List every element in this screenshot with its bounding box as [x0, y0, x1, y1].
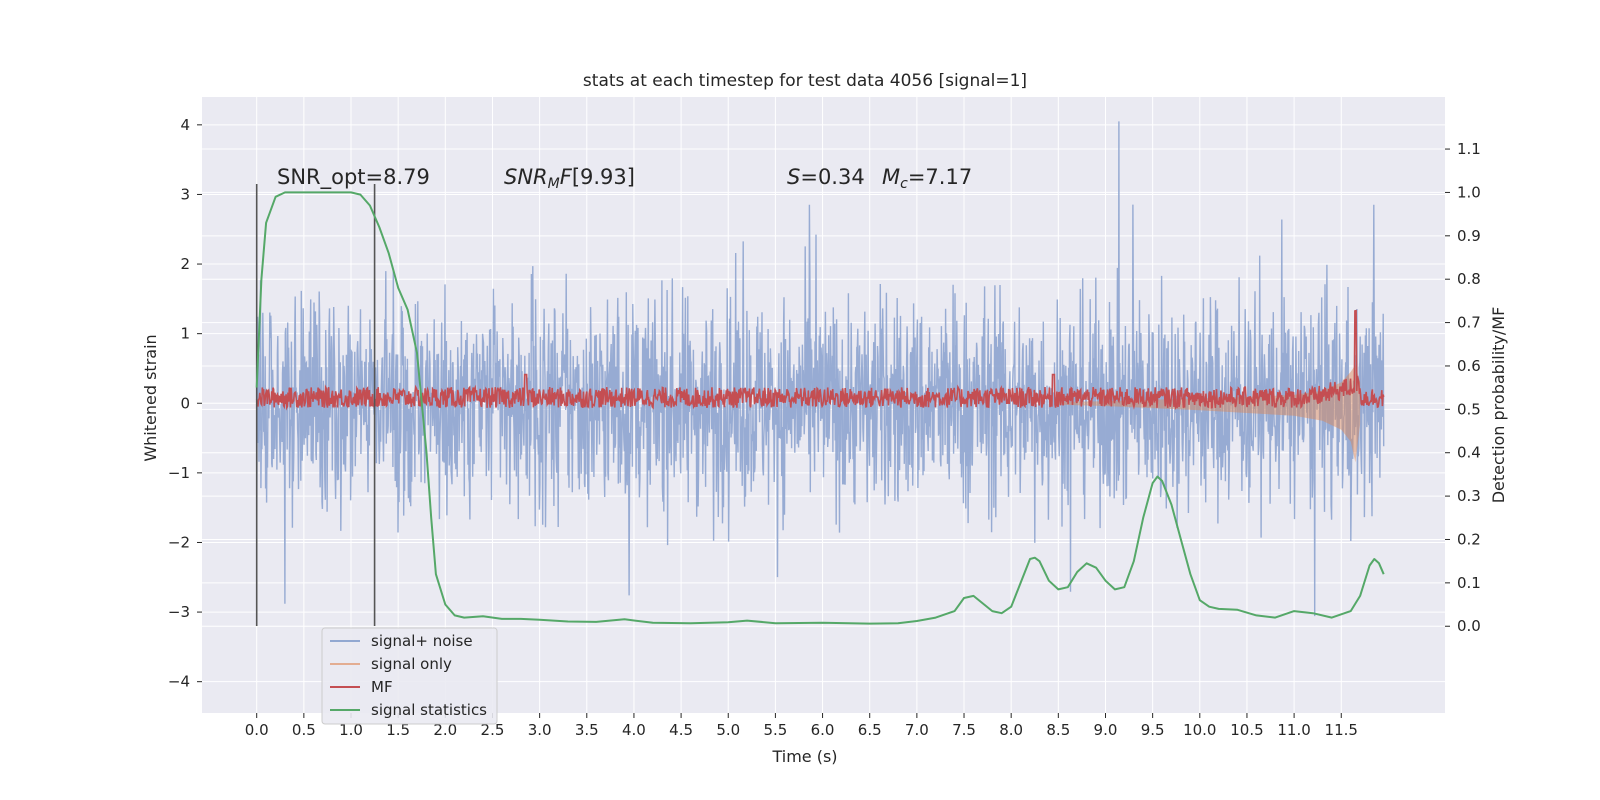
x-tick-label: 3.5	[575, 721, 599, 739]
y-left-tick-label: −2	[168, 533, 190, 551]
series-signal-noise	[256, 121, 1385, 617]
x-tick-label: 8.5	[1046, 721, 1070, 739]
legend-label-signal: signal only	[371, 655, 452, 673]
x-tick-label: 10.0	[1183, 721, 1216, 739]
x-tick-label: 4.0	[622, 721, 646, 739]
x-tick-label: 8.0	[999, 721, 1023, 739]
y-left-tick-label: 3	[180, 185, 190, 203]
y-right-tick-label: 1.1	[1457, 140, 1481, 158]
y-right-tick-label: 0.2	[1457, 530, 1481, 548]
y-left-tick-label: −1	[168, 464, 190, 482]
x-tick-label: 11.5	[1325, 721, 1358, 739]
series-mf	[255, 309, 1385, 411]
annotation-spin: S=0.34	[787, 165, 865, 189]
x-tick-label: 9.5	[1141, 721, 1165, 739]
y-right-tick-label: 0.8	[1457, 270, 1481, 288]
x-tick-label: 0.0	[245, 721, 269, 739]
annotation-spin-value: =0.34	[800, 165, 864, 189]
x-tick-label: 2.0	[433, 721, 457, 739]
y-right-tick-label: 0.1	[1457, 574, 1481, 592]
y-left-tick-label: 0	[180, 394, 190, 412]
x-tick-label: 7.5	[952, 721, 976, 739]
x-tick-label: 1.0	[339, 721, 363, 739]
y-left-tick-label: 2	[180, 255, 190, 273]
legend: signal+ noise signal only MF signal stat…	[321, 627, 498, 725]
y-axis-left-ticks: 4 3 2 1 0 −1 −2 −3 −4	[168, 116, 202, 691]
noise-trace	[256, 121, 1385, 617]
y-left-tick-label: 4	[180, 116, 190, 134]
annotation-chirp-mass: Mc=7.17	[882, 165, 972, 192]
x-axis-ticks: 0.0 0.5 1.0 1.5 2.0 2.5 3.0 3.5 4.0 4.5 5.0 5.5 6.0 6…	[245, 713, 1358, 739]
y-right-tick-label: 0.4	[1457, 444, 1481, 462]
x-tick-label: 6.0	[811, 721, 835, 739]
x-tick-label: 5.0	[716, 721, 740, 739]
x-tick-label: 10.5	[1230, 721, 1263, 739]
x-tick-label: 4.5	[669, 721, 693, 739]
y-right-tick-label: 0.9	[1457, 227, 1481, 245]
y-right-tick-label: 0.6	[1457, 357, 1481, 375]
mf-trace	[255, 309, 1385, 411]
y-axis-left-label: Whitened strain	[141, 334, 160, 461]
x-tick-label: 2.5	[481, 721, 505, 739]
annotation-snr-opt: SNR_opt=8.79	[277, 165, 430, 190]
vertical-markers	[255, 184, 376, 626]
x-tick-label: 3.0	[528, 721, 552, 739]
series-signal-statistics	[255, 191, 1385, 625]
y-right-tick-label: 0.0	[1457, 617, 1481, 635]
y-left-tick-label: 1	[180, 325, 190, 343]
x-tick-label: 11.0	[1277, 721, 1310, 739]
series-signal-only	[1058, 365, 1361, 463]
annotation-snr-mf: SNRMF[9.93]	[504, 165, 635, 192]
x-tick-label: 0.5	[292, 721, 316, 739]
x-axis-label: Time (s)	[771, 747, 837, 766]
legend-label-noise: signal+ noise	[371, 632, 473, 650]
x-tick-label: 5.5	[763, 721, 787, 739]
y-left-tick-label: −4	[168, 673, 190, 691]
signal-statistics-trace	[255, 191, 1385, 625]
y-left-tick-label: −3	[168, 603, 190, 621]
signal-only-band	[1058, 365, 1361, 463]
y-axis-right-ticks: 1.1 1.0 0.9 0.8 0.7 0.6 0.5 0.4 0.3 0.2 0.1 0.0	[1445, 140, 1481, 635]
y-right-tick-label: 1.0	[1457, 183, 1481, 201]
x-tick-label: 7.0	[905, 721, 929, 739]
y-axis-right-label: Detection probability/MF	[1489, 307, 1508, 504]
y-right-tick-label: 0.7	[1457, 314, 1481, 332]
chart-title: stats at each timestep for test data 405…	[583, 71, 1027, 91]
x-tick-label: 9.0	[1094, 721, 1118, 739]
legend-label-mf: MF	[371, 678, 393, 696]
x-tick-label: 1.5	[386, 721, 410, 739]
legend-box	[321, 627, 498, 725]
y-right-tick-label: 0.5	[1457, 400, 1481, 418]
annotation-chirp-mass-value: =7.17	[908, 165, 972, 189]
legend-label-stat: signal statistics	[371, 701, 487, 719]
x-tick-label: 6.5	[858, 721, 882, 739]
annotation-snr-mf-value: [9.93]	[572, 165, 635, 189]
y-right-tick-label: 0.3	[1457, 487, 1481, 505]
